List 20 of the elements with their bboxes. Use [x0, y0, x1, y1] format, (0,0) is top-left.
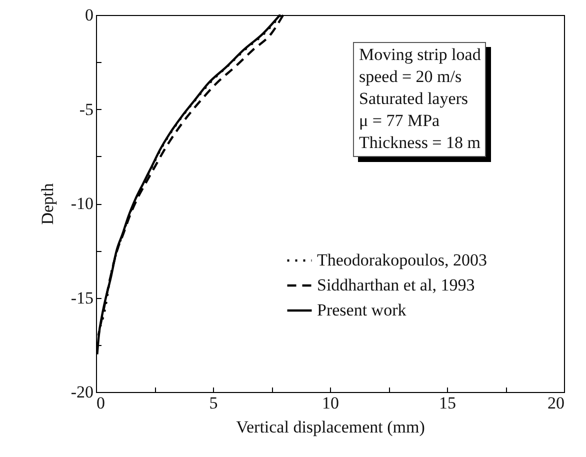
legend-label: Siddharthan et al, 1993 [317, 276, 475, 294]
y-tick-label: 0 [85, 6, 94, 24]
x-tick-label: 5 [209, 394, 218, 412]
x-axis-title: Vertical displacement (mm) [236, 418, 425, 436]
legend-label: Present work [317, 300, 407, 320]
y-tick-label: -15 [70, 288, 94, 308]
annotation: μ = 77 MPa [359, 110, 441, 132]
legend-label: Theodorakopoulos, 2003 [317, 250, 487, 270]
y-tick-label: -5 [79, 100, 94, 119]
x-tick-label: 20 [548, 394, 564, 412]
annotation: Moving strip load [359, 44, 481, 66]
x-tick-label: 15 [439, 394, 456, 412]
y-axis-title: Depth [38, 182, 57, 225]
annotation: speed = 20 m/s [359, 66, 463, 88]
x-tick-label: 10 [322, 394, 339, 412]
annotation: Thickness = 18 m [359, 132, 481, 154]
y-tick-label: -10 [70, 194, 94, 213]
annotation: Saturated layers [359, 88, 470, 110]
y-tick-label: -20 [70, 382, 94, 402]
x-tick-label: 0 [96, 394, 105, 412]
